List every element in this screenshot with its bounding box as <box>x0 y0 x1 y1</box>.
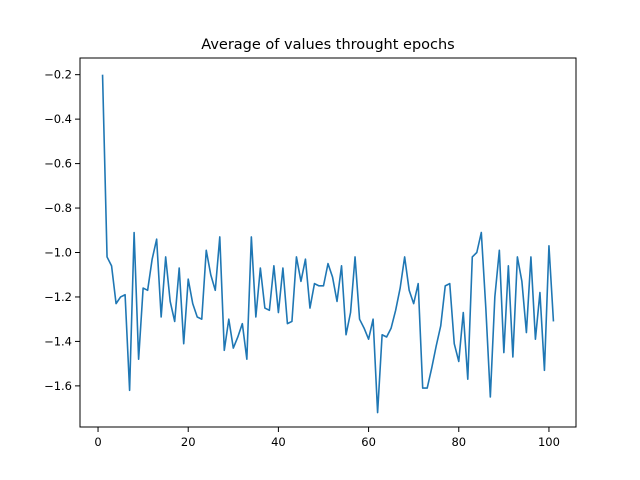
x-tick-label: 0 <box>94 435 101 449</box>
series-line <box>101 74 555 414</box>
plot-area: 0 20 40 60 80 100 −1.6 −1.4 −1.2 −1.0 −0.8 −0.6 −0.4… <box>44 68 560 449</box>
x-tick-label: 40 <box>271 435 286 449</box>
y-tick-label: −0.4 <box>44 112 72 126</box>
x-tick-label: 60 <box>361 435 376 449</box>
x-tick-label: 20 <box>181 435 196 449</box>
y-tick-label: −0.8 <box>44 201 72 215</box>
y-tick-label: −1.4 <box>44 334 72 348</box>
y-tick-label: −0.2 <box>44 68 72 82</box>
y-tick-label: −1.6 <box>44 379 72 393</box>
y-tick-label: −1.2 <box>44 290 72 304</box>
x-tick-label: 80 <box>451 435 466 449</box>
y-tick-label: −0.6 <box>44 157 72 171</box>
axes-frame <box>79 57 577 428</box>
y-tick-label: −1.0 <box>44 246 72 260</box>
x-tick-label: 100 <box>538 435 560 449</box>
chart-title: Average of values throught epochs <box>201 37 455 53</box>
